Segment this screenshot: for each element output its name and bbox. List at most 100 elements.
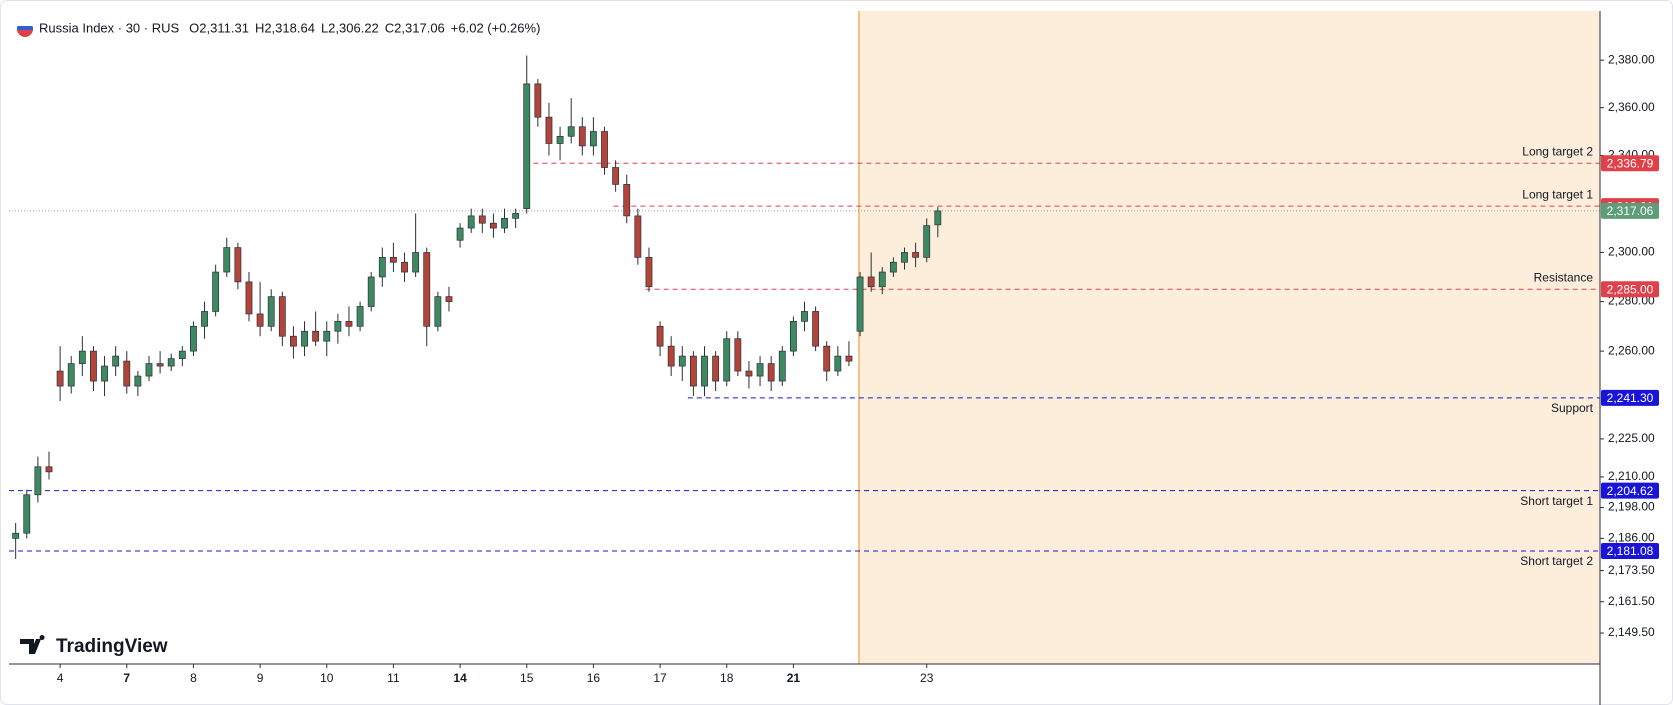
candle-body bbox=[312, 330, 320, 342]
y-tick-label: 2,380.00 bbox=[1608, 52, 1655, 66]
y-tick-label: 2,149.50 bbox=[1608, 625, 1655, 639]
level-tag-label: 2,285.00 bbox=[1607, 282, 1654, 296]
candle-body bbox=[678, 355, 686, 367]
candle-body bbox=[278, 296, 286, 337]
levels-layer: Long target 2 Long target 1 Resistance Supp… bbox=[9, 144, 1600, 568]
x-tick-label: 11 bbox=[387, 671, 400, 685]
level-name: Long target 2 bbox=[1522, 144, 1593, 158]
y-tick-label: 2,210.00 bbox=[1608, 469, 1655, 483]
candle-body bbox=[856, 276, 864, 332]
candle-body bbox=[301, 330, 308, 347]
candle-body bbox=[290, 335, 297, 347]
candle-body bbox=[467, 215, 475, 229]
candle-body bbox=[145, 363, 153, 377]
x-tick-label: 16 bbox=[587, 671, 601, 685]
ohlc-key: H bbox=[255, 20, 264, 35]
candle-body bbox=[123, 360, 131, 387]
level-tag-label: 2,204.62 bbox=[1607, 484, 1654, 498]
candle-body bbox=[78, 350, 86, 364]
change: +6.02 (+0.26%) bbox=[451, 20, 541, 35]
candle-body bbox=[867, 276, 875, 288]
level-name: Long target 1 bbox=[1522, 187, 1593, 201]
x-tick-label: 15 bbox=[520, 671, 534, 685]
candle-body bbox=[345, 320, 353, 327]
level-tag bbox=[1601, 389, 1659, 406]
candle-body bbox=[834, 355, 842, 372]
candle-body bbox=[545, 116, 553, 144]
axis-layer: 2,380.002,360.002,340.002,300.002,280.00… bbox=[57, 52, 1659, 685]
candle-body bbox=[512, 213, 520, 219]
candle-body bbox=[234, 247, 242, 283]
background-layer bbox=[858, 11, 1600, 664]
symbol-flag bbox=[17, 21, 33, 37]
candle-body bbox=[656, 325, 664, 347]
candle-body bbox=[12, 532, 20, 539]
candle-body bbox=[523, 83, 531, 209]
candle-body bbox=[901, 252, 908, 263]
level-tag bbox=[1601, 543, 1659, 560]
level-tag bbox=[1601, 281, 1659, 298]
candle-body bbox=[923, 225, 931, 258]
candle-body bbox=[334, 320, 342, 332]
x-tick-label: 8 bbox=[190, 671, 197, 685]
candle-body bbox=[701, 355, 708, 387]
candle-body bbox=[734, 338, 742, 372]
level-name: Resistance bbox=[1534, 270, 1594, 284]
candle-body bbox=[112, 355, 120, 367]
candle-body bbox=[223, 247, 231, 273]
x-tick-label: 7 bbox=[123, 671, 130, 685]
candle-body bbox=[578, 126, 586, 147]
candle-body bbox=[401, 261, 408, 273]
candle-body bbox=[490, 222, 497, 229]
x-tick-label: 10 bbox=[320, 671, 334, 685]
y-tick-label: 2,260.00 bbox=[1608, 343, 1655, 357]
y-tick-label: 2,173.50 bbox=[1608, 563, 1655, 577]
candle-body bbox=[412, 252, 420, 273]
candle-body bbox=[723, 338, 731, 382]
candle-body bbox=[634, 215, 642, 258]
candle-body bbox=[434, 296, 442, 327]
candle-body bbox=[478, 215, 486, 224]
x-tick-label: 14 bbox=[453, 671, 467, 685]
candle-body bbox=[612, 167, 620, 185]
level-name: Support bbox=[1551, 401, 1594, 415]
candle-body bbox=[534, 83, 542, 118]
candle-body bbox=[356, 306, 364, 327]
ohlc-value: 2,318.64 bbox=[264, 20, 315, 35]
candle-body bbox=[390, 256, 397, 263]
candle-body bbox=[767, 363, 775, 382]
candle-body bbox=[589, 131, 597, 147]
candle-body bbox=[689, 355, 697, 387]
candle-body bbox=[823, 345, 831, 372]
ohlc-value: 2,306.22 bbox=[328, 20, 379, 35]
candle-body bbox=[456, 227, 464, 241]
candle-body bbox=[789, 320, 797, 352]
candles-layer bbox=[12, 55, 942, 559]
chart-title: Russia Index · 30 · RUS bbox=[39, 20, 179, 35]
x-tick-label: 4 bbox=[57, 671, 64, 685]
candle-body bbox=[801, 311, 808, 322]
candle-body bbox=[378, 256, 386, 278]
last-price-tag bbox=[1601, 202, 1659, 219]
candle-body bbox=[878, 271, 886, 288]
candle-body bbox=[167, 358, 175, 367]
candle-body bbox=[778, 350, 786, 382]
candle-body bbox=[745, 370, 753, 377]
candle-body bbox=[245, 281, 253, 315]
candle-body bbox=[645, 256, 653, 288]
x-tick-label: 9 bbox=[257, 671, 264, 685]
candle-body bbox=[667, 345, 675, 367]
candle-body bbox=[45, 466, 53, 473]
y-tick-label: 2,198.00 bbox=[1608, 500, 1655, 514]
x-tick-label: 21 bbox=[787, 671, 801, 685]
candle-body bbox=[423, 252, 431, 327]
x-tick-label: 17 bbox=[653, 671, 667, 685]
candle-body bbox=[845, 355, 853, 362]
candle-body bbox=[756, 363, 764, 377]
ohlc-key: L bbox=[321, 20, 328, 35]
watermark-text: TradingView bbox=[56, 636, 168, 657]
candle-body bbox=[156, 363, 164, 367]
candle-body bbox=[445, 296, 453, 302]
candle-body bbox=[501, 217, 508, 229]
